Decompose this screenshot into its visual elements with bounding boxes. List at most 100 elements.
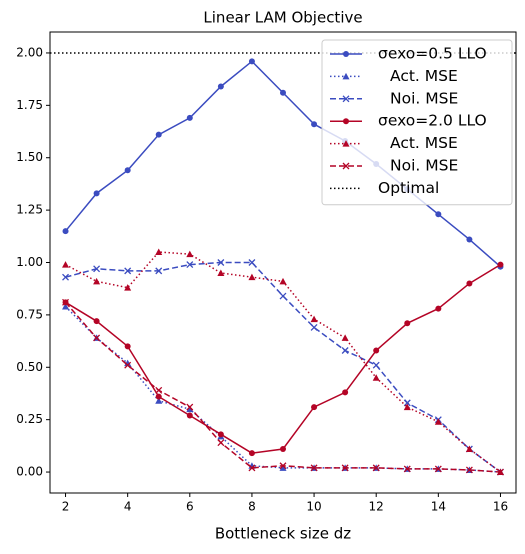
point: [155, 386, 163, 394]
point: [248, 464, 256, 472]
series-line: [65, 261, 501, 473]
point: [403, 465, 411, 473]
point: [372, 374, 380, 381]
point: [341, 347, 349, 354]
point: [404, 320, 411, 327]
point: [373, 347, 380, 354]
point: [93, 265, 101, 273]
point: [435, 305, 442, 312]
point: [248, 450, 255, 457]
point: [341, 334, 349, 341]
point: [435, 211, 442, 218]
y-tick-label: 1.25: [16, 203, 43, 217]
y-tick-label: 1.00: [16, 255, 43, 269]
point: [155, 397, 163, 404]
point: [62, 298, 69, 306]
x-tick-label: 2: [62, 500, 70, 514]
point: [248, 273, 256, 281]
legend-label: σexo=0.5 LLO: [378, 45, 487, 63]
plot-frame: [49, 31, 517, 494]
point: [124, 343, 131, 350]
legend-marker: [342, 162, 350, 170]
point: [62, 228, 69, 235]
point: [62, 273, 69, 281]
legend-marker: [343, 118, 349, 125]
point: [93, 190, 100, 197]
point: [403, 403, 411, 411]
point: [310, 315, 318, 323]
point: [248, 58, 255, 65]
point: [310, 323, 318, 331]
legend-label: Noi. MSE: [390, 157, 458, 175]
legend-label: σexo=2.0 LLO: [378, 112, 487, 130]
series-line: [65, 251, 501, 473]
point: [466, 236, 473, 243]
point: [124, 284, 132, 291]
point: [280, 89, 286, 96]
point: [279, 464, 287, 471]
point: [155, 248, 163, 256]
point: [465, 445, 473, 452]
point: [155, 131, 162, 138]
point: [186, 405, 194, 413]
legend-label: Act. MSE: [390, 67, 458, 85]
point: [62, 303, 70, 310]
point: [341, 464, 349, 472]
point: [217, 439, 225, 447]
point: [403, 399, 411, 407]
y-tick-label: 0.75: [16, 307, 43, 321]
point: [124, 361, 132, 369]
point: [217, 259, 225, 266]
y-tick-label: 0.50: [16, 360, 43, 374]
legend-marker: [342, 72, 350, 80]
point: [186, 250, 194, 258]
point: [279, 462, 287, 470]
legend-marker: [342, 95, 350, 103]
legend-label: Act. MSE: [390, 134, 458, 152]
legend-marker: [343, 51, 349, 57]
point: [342, 389, 349, 396]
point: [93, 334, 101, 342]
x-tick-label: 6: [186, 500, 194, 514]
y-tick-label: 1.75: [16, 98, 43, 112]
point: [279, 277, 287, 285]
y-tick-label: 1.50: [16, 150, 43, 164]
chart-title: Linear LAM Objective: [203, 9, 362, 27]
y-tick-label: 2.00: [16, 45, 43, 59]
y-tick-label: 0.25: [16, 412, 43, 426]
point: [434, 465, 442, 473]
x-tick-label: 8: [248, 500, 256, 514]
point: [186, 403, 194, 411]
point: [186, 261, 194, 269]
point: [155, 393, 162, 400]
point: [372, 464, 380, 472]
point: [310, 464, 318, 472]
x-tick-label: 12: [369, 500, 384, 514]
y-tick-label: 0.00: [16, 465, 43, 479]
point: [93, 318, 100, 325]
point: [93, 277, 101, 285]
legend-box: [321, 39, 513, 206]
legend-marker: [342, 140, 350, 147]
point: [434, 418, 442, 425]
x-tick-label: 16: [493, 500, 508, 514]
point: [124, 267, 132, 275]
point: [311, 121, 318, 128]
point: [248, 259, 256, 266]
legend-label: Optimal: [378, 179, 439, 197]
point: [466, 280, 473, 287]
point: [279, 292, 287, 300]
legend-label: Noi. MSE: [390, 89, 458, 107]
point: [155, 267, 163, 275]
point: [217, 83, 224, 90]
x-tick-label: 10: [306, 500, 321, 514]
point: [497, 468, 504, 476]
point: [217, 431, 224, 438]
point: [62, 261, 70, 268]
point: [217, 269, 225, 276]
point: [186, 412, 193, 419]
x-tick-label: 14: [431, 500, 446, 514]
point: [280, 445, 286, 452]
point: [372, 361, 380, 369]
